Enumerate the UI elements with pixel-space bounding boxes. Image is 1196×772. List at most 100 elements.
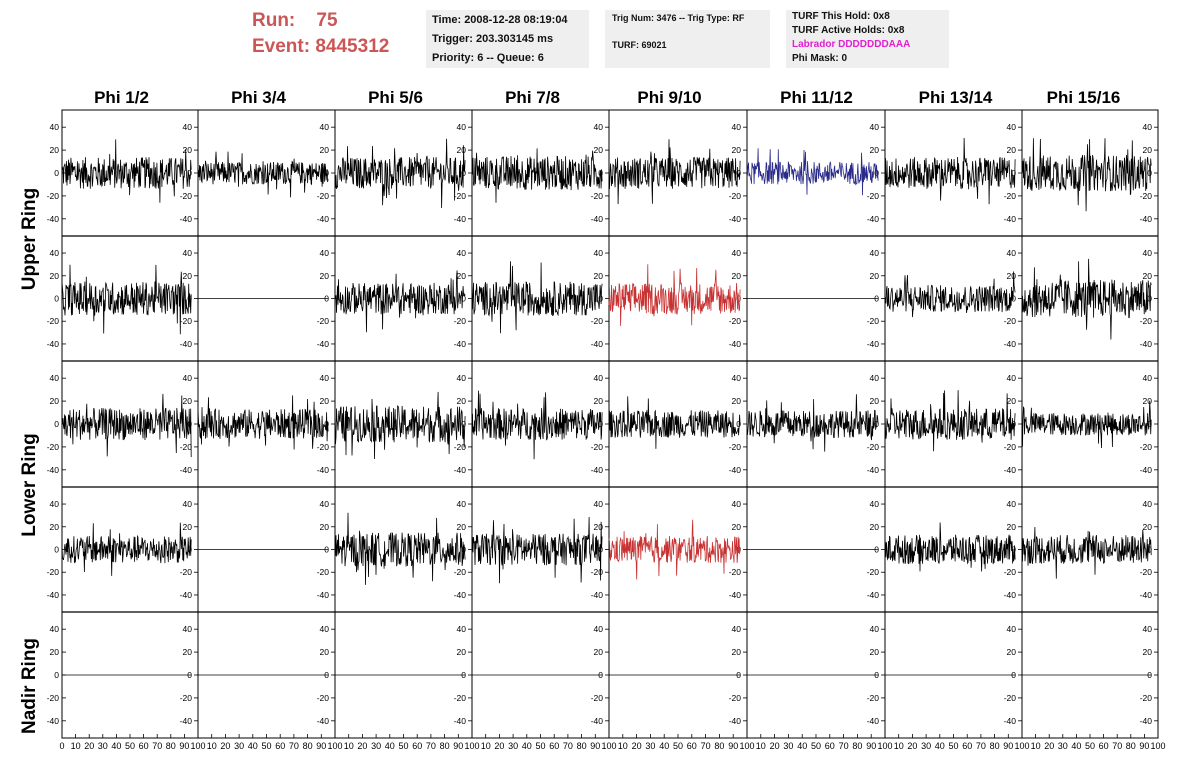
waveform-trace: [608, 264, 741, 326]
y-tick-label: -20: [591, 191, 604, 201]
x-tick-label: 10: [1031, 741, 1041, 751]
y-tick-label: 20: [320, 396, 330, 406]
y-tick-label: -20: [1004, 442, 1017, 452]
waveform-trace: [1021, 258, 1152, 340]
y-tick-label: 40: [183, 373, 193, 383]
y-tick-label: -40: [454, 590, 467, 600]
y-tick-label: -40: [591, 214, 604, 224]
y-tick-label: -40: [180, 339, 193, 349]
y-tick-label: -40: [180, 716, 193, 726]
y-tick-label: -40: [591, 339, 604, 349]
y-tick-label: -20: [1140, 567, 1153, 577]
waveform-trace: [471, 148, 603, 203]
x-tick-label: 50: [673, 741, 683, 751]
y-tick-label: -40: [454, 214, 467, 224]
y-tick-label: 20: [732, 145, 742, 155]
y-tick-label: -20: [180, 442, 193, 452]
x-tick-label: 100: [1014, 741, 1029, 751]
turf-this-hold-text: TURF This Hold: 0x8: [792, 11, 890, 22]
y-tick-label: 20: [1007, 145, 1017, 155]
x-tick-label: 10: [894, 741, 904, 751]
waveform-trace: [61, 522, 192, 576]
y-tick-label: -20: [1140, 316, 1153, 326]
y-tick-label: 20: [732, 396, 742, 406]
y-tick-label: 40: [1007, 122, 1017, 132]
x-tick-label: 80: [990, 741, 1000, 751]
y-tick-label: 40: [1143, 624, 1153, 634]
x-tick-label: 20: [770, 741, 780, 751]
y-tick-label: 20: [50, 145, 60, 155]
y-tick-label: -40: [454, 465, 467, 475]
x-tick-label: 30: [645, 741, 655, 751]
x-tick-label: 40: [797, 741, 807, 751]
x-tick-label: 60: [412, 741, 422, 751]
y-tick-label: 40: [50, 499, 60, 509]
y-tick-label: -40: [867, 339, 880, 349]
x-tick-label: 60: [1099, 741, 1109, 751]
time-text: Time: 2008-12-28 08:19:04: [432, 14, 568, 26]
y-tick-label: 20: [320, 145, 330, 155]
y-tick-label: -20: [317, 442, 330, 452]
y-tick-label: -40: [1140, 214, 1153, 224]
waveform-trace: [197, 151, 329, 198]
y-tick-label: 20: [50, 396, 60, 406]
y-tick-label: 40: [50, 373, 60, 383]
y-tick-label: -40: [180, 465, 193, 475]
x-tick-label: 40: [935, 741, 945, 751]
trigger-info-box: Trig Num: 3476 -- Trig Type: RF TURF: 69…: [605, 10, 770, 68]
y-tick-label: -20: [180, 316, 193, 326]
y-tick-label: 40: [732, 499, 742, 509]
x-tick-label: 40: [659, 741, 669, 751]
y-tick-label: 20: [50, 271, 60, 281]
priority-text: Priority: 6 -- Queue: 6: [432, 52, 544, 64]
y-tick-label: -40: [1004, 716, 1017, 726]
x-tick-label: 10: [618, 741, 628, 751]
x-tick-label: 50: [398, 741, 408, 751]
x-tick-label: 90: [1139, 741, 1149, 751]
x-tick-label: 50: [811, 741, 821, 751]
y-tick-label: 20: [870, 271, 880, 281]
y-tick-label: -40: [317, 465, 330, 475]
y-tick-label: -20: [454, 316, 467, 326]
y-tick-label: 0: [54, 545, 59, 555]
labrador-text: Labrador DDDDDDDAAA: [792, 39, 911, 50]
y-tick-label: -40: [591, 716, 604, 726]
y-tick-label: -40: [729, 590, 742, 600]
y-tick-label: 20: [1143, 145, 1153, 155]
y-tick-label: 0: [54, 294, 59, 304]
y-tick-label: -20: [47, 191, 60, 201]
y-tick-label: 40: [732, 248, 742, 258]
x-tick-label: 50: [261, 741, 271, 751]
x-tick-label: 70: [976, 741, 986, 751]
x-tick-label: 70: [1112, 741, 1122, 751]
y-tick-label: -20: [454, 191, 467, 201]
x-tick-label: 70: [701, 741, 711, 751]
y-tick-label: 20: [594, 271, 604, 281]
column-title-phi-15-16: Phi 15/16: [1046, 88, 1121, 107]
x-tick-label: 90: [728, 741, 738, 751]
turf-info-box: TURF This Hold: 0x8 TURF Active Holds: 0…: [786, 10, 949, 68]
y-tick-label: 20: [320, 647, 330, 657]
x-tick-label: 60: [687, 741, 697, 751]
y-tick-label: -20: [591, 693, 604, 703]
y-tick-label: 40: [1007, 373, 1017, 383]
y-tick-label: -20: [1140, 442, 1153, 452]
y-tick-label: 20: [594, 396, 604, 406]
x-tick-label: 70: [152, 741, 162, 751]
y-tick-label: 40: [1143, 248, 1153, 258]
waveform-trace: [746, 394, 879, 452]
y-tick-label: 0: [1011, 168, 1016, 178]
x-tick-label: 80: [714, 741, 724, 751]
x-tick-label: 50: [1085, 741, 1095, 751]
y-tick-label: 40: [594, 248, 604, 258]
y-tick-label: 0: [54, 419, 59, 429]
y-tick-label: 40: [1007, 499, 1017, 509]
y-tick-label: 20: [732, 271, 742, 281]
y-tick-label: -20: [47, 442, 60, 452]
x-tick-label: 40: [1071, 741, 1081, 751]
y-tick-label: 40: [457, 122, 467, 132]
x-tick-label: 20: [357, 741, 367, 751]
x-tick-label: 10: [756, 741, 766, 751]
y-tick-label: 20: [870, 522, 880, 532]
y-tick-label: 0: [461, 168, 466, 178]
